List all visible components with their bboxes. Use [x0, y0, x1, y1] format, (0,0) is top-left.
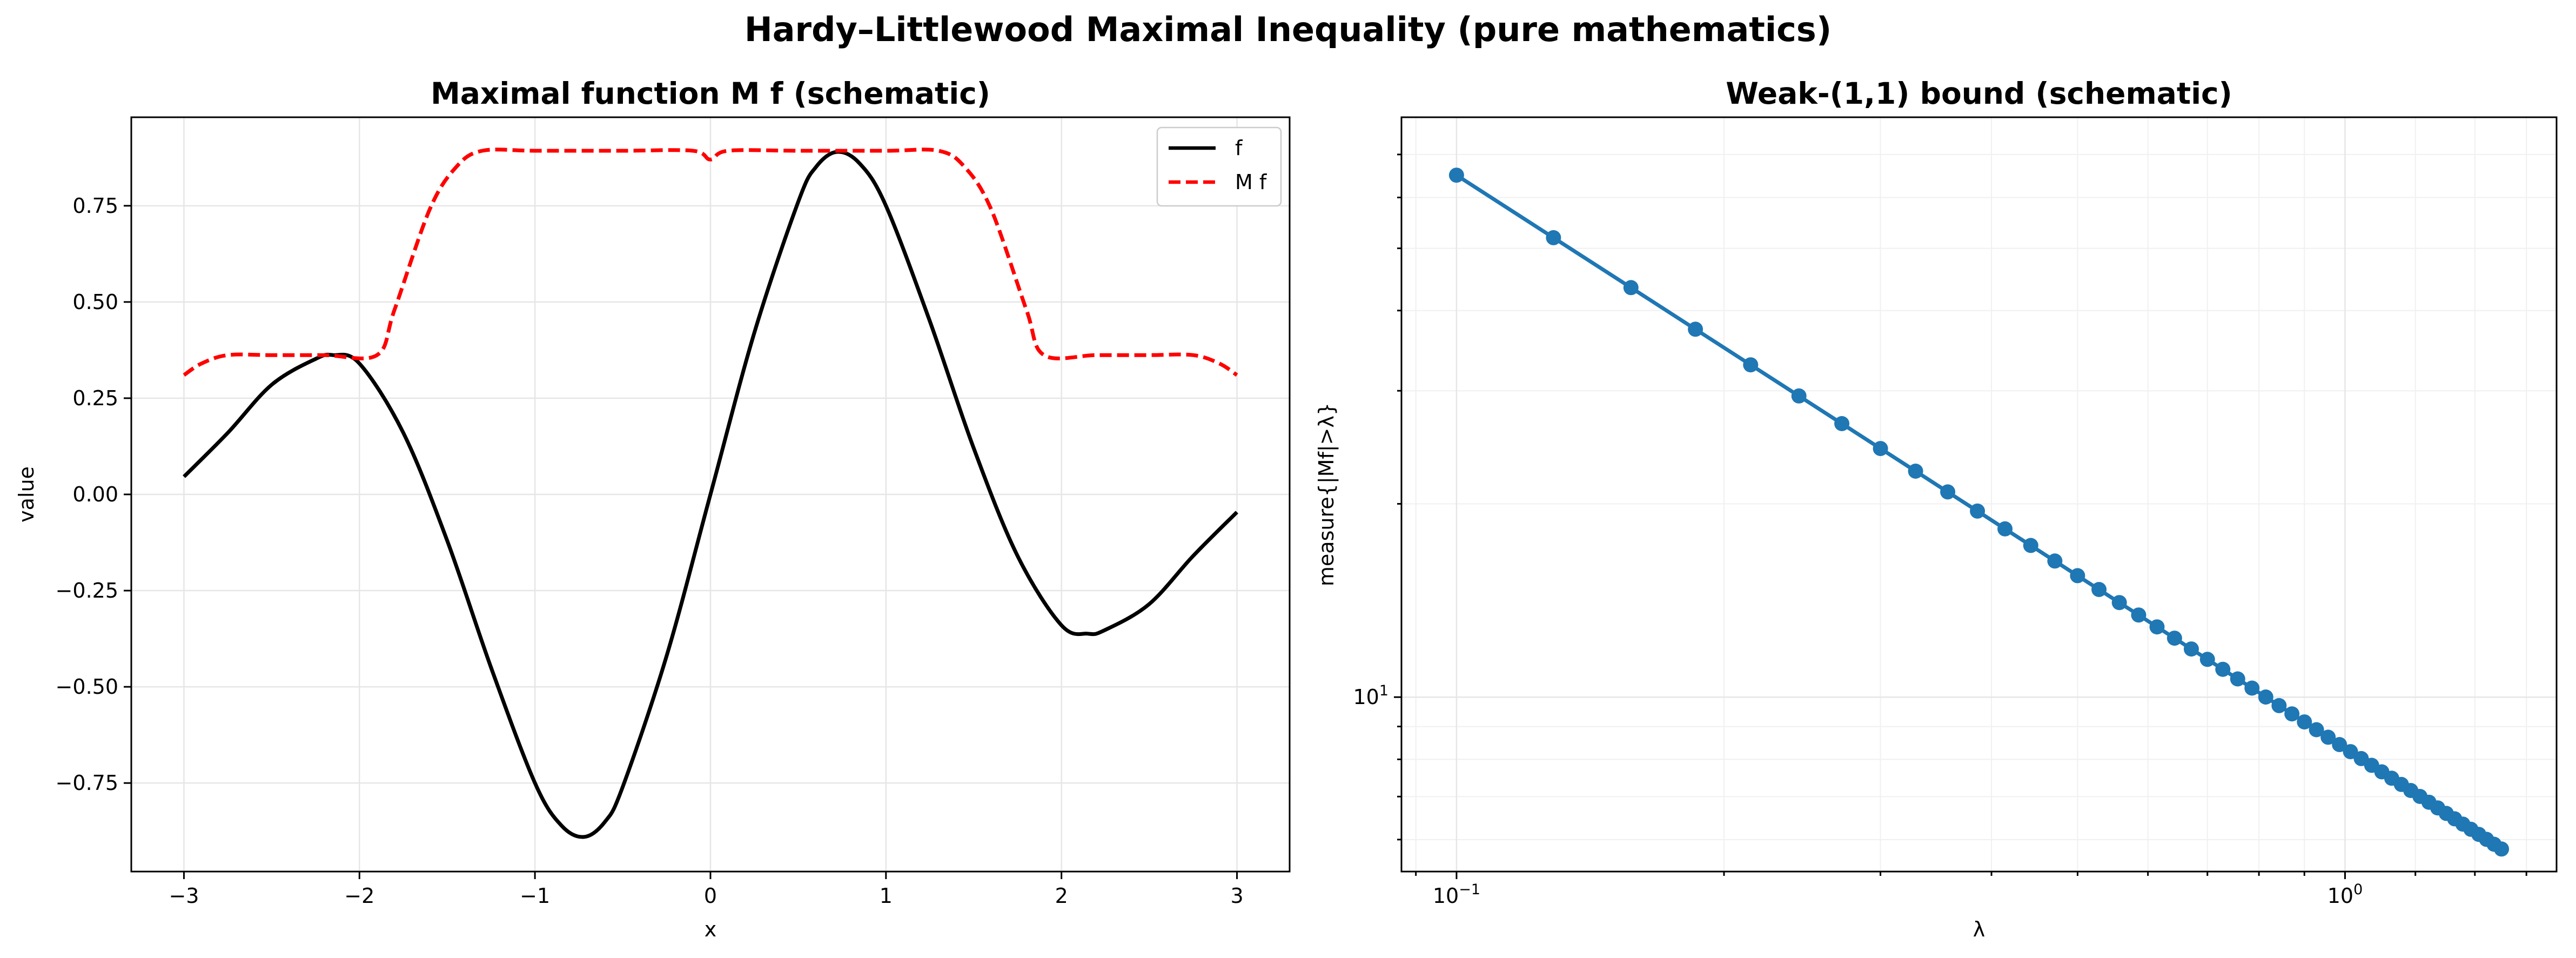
weak-bound-point-23: [2230, 671, 2245, 687]
series-line-f: [183, 150, 1238, 839]
legend-box: [1156, 126, 1282, 207]
right-chart-xlabel: λ: [1973, 917, 1985, 941]
left-ytick-label: 0.75: [72, 194, 118, 218]
right-chart-ylabel: measure{|Mf|>λ}: [1314, 403, 1339, 586]
weak-bound-point-24: [2244, 680, 2260, 696]
weak-bound-point-29: [2309, 722, 2324, 738]
left-xtick-label: 2: [1055, 884, 1068, 908]
weak-bound-point-15: [2091, 582, 2107, 597]
weak-bound-point-10: [1970, 503, 1985, 519]
left-chart-legend: f M f: [1156, 126, 1282, 207]
left-xtick-label: 1: [880, 884, 893, 908]
weak-bound-point-28: [2297, 714, 2312, 730]
left-chart-grid: [131, 117, 1290, 872]
left-ytick-label: 0.00: [72, 483, 118, 506]
left-chart-panel: Maximal function M f (schematic) −3 −2 −1 0…: [15, 76, 1291, 941]
weak-bound-point-13: [2047, 553, 2063, 569]
weak-bound-point-17: [2131, 607, 2146, 623]
legend-label-mf: M f: [1235, 170, 1267, 194]
left-xtick-label: −1: [520, 884, 550, 908]
weak-bound-point-2: [1623, 280, 1639, 296]
weak-bound-point-27: [2284, 706, 2300, 722]
weak-bound-point-26: [2271, 698, 2287, 713]
weak-bound-point-49: [2494, 841, 2510, 857]
right-chart-ticks: 10−1 100 101: [1353, 153, 2527, 908]
weak-bound-point-1: [1546, 230, 1561, 245]
weak-bound-point-4: [1743, 357, 1759, 373]
left-chart-ylabel: value: [15, 466, 38, 522]
left-ytick-label: −0.75: [56, 771, 118, 795]
left-chart-title: Maximal function M f (schematic): [431, 76, 990, 111]
weak-bound-point-20: [2184, 641, 2199, 657]
right-chart-title: Weak-(1,1) bound (schematic): [1726, 76, 2232, 111]
weak-bound-point-16: [2111, 595, 2127, 611]
right-chart-lines: [1448, 168, 2510, 857]
weak-bound-point-21: [2199, 652, 2215, 667]
left-chart-xlabel: x: [705, 917, 717, 941]
weak-bound-point-12: [2023, 538, 2038, 553]
left-xtick-label: 0: [704, 884, 717, 908]
weak-bound-point-22: [2215, 661, 2231, 677]
weak-bound-point-5: [1791, 388, 1807, 404]
weak-bound-point-6: [1834, 416, 1850, 431]
weak-bound-point-14: [2070, 568, 2085, 584]
series-line-m-f: [183, 148, 1238, 377]
legend-label-f: f: [1235, 136, 1243, 160]
right-chart-panel: Weak-(1,1) bound (schematic) 10−1 100101 …: [1314, 76, 2558, 941]
left-ytick-label: 0.50: [72, 290, 118, 314]
right-xtick-label: 100: [2327, 881, 2363, 908]
weak-bound-point-32: [2343, 744, 2358, 760]
figure-title: Hardy–Littlewood Maximal Inequality (pur…: [744, 10, 1832, 49]
weak-bound-point-18: [2149, 619, 2165, 635]
weak-bound-point-9: [1940, 484, 1956, 500]
left-chart-ticks: −3 −2 −1 0 1 2 3 −0.75 −0.50 −0.25 0.00 0.25 0.50 0.7…: [56, 194, 1244, 908]
weak-bound-point-11: [1997, 521, 2013, 537]
left-xtick-label: 3: [1230, 884, 1243, 908]
right-chart-grid: [1401, 117, 2557, 872]
left-ytick-label: −0.25: [56, 579, 118, 602]
left-ytick-label: 0.25: [72, 386, 118, 410]
weak-bound-point-30: [2320, 729, 2336, 745]
right-xtick-label: 10−1: [1433, 881, 1480, 908]
left-ytick-label: −0.50: [56, 675, 118, 699]
right-ytick-label: 101: [1353, 682, 1388, 709]
left-chart-lines: [183, 148, 1238, 839]
weak-bound-point-19: [2166, 631, 2182, 646]
left-xtick-label: −2: [344, 884, 374, 908]
weak-bound-point-3: [1688, 321, 1703, 337]
left-chart-frame: [130, 116, 1291, 873]
weak-bound-point-0: [1448, 168, 1464, 183]
left-xtick-label: −3: [169, 884, 199, 908]
weak-bound-point-25: [2258, 689, 2273, 705]
weak-bound-point-31: [2332, 737, 2347, 752]
right-chart-frame: [1400, 116, 2558, 873]
weak-bound-point-7: [1873, 441, 1888, 457]
weak-bound-point-8: [1908, 464, 1923, 479]
